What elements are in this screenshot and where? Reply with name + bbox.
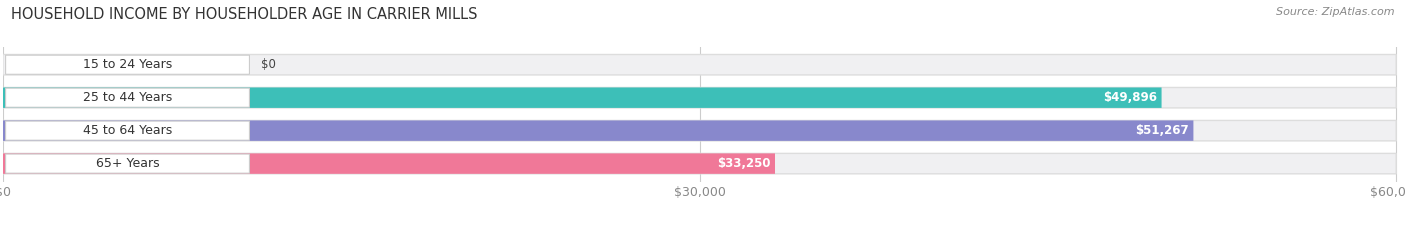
FancyBboxPatch shape	[6, 154, 249, 173]
Text: 15 to 24 Years: 15 to 24 Years	[83, 58, 172, 71]
FancyBboxPatch shape	[6, 55, 249, 74]
FancyBboxPatch shape	[3, 87, 1161, 108]
FancyBboxPatch shape	[3, 55, 1396, 75]
FancyBboxPatch shape	[3, 120, 1396, 141]
Text: 65+ Years: 65+ Years	[96, 157, 159, 170]
Text: 45 to 64 Years: 45 to 64 Years	[83, 124, 172, 137]
FancyBboxPatch shape	[3, 153, 1396, 174]
Text: $0: $0	[260, 58, 276, 71]
Text: HOUSEHOLD INCOME BY HOUSEHOLDER AGE IN CARRIER MILLS: HOUSEHOLD INCOME BY HOUSEHOLDER AGE IN C…	[11, 7, 478, 22]
FancyBboxPatch shape	[3, 153, 775, 174]
Text: 25 to 44 Years: 25 to 44 Years	[83, 91, 172, 104]
FancyBboxPatch shape	[6, 121, 249, 140]
Text: $33,250: $33,250	[717, 157, 770, 170]
FancyBboxPatch shape	[3, 120, 1194, 141]
Text: Source: ZipAtlas.com: Source: ZipAtlas.com	[1277, 7, 1395, 17]
Text: $49,896: $49,896	[1104, 91, 1157, 104]
FancyBboxPatch shape	[3, 87, 1396, 108]
FancyBboxPatch shape	[6, 88, 249, 107]
Text: $51,267: $51,267	[1136, 124, 1189, 137]
